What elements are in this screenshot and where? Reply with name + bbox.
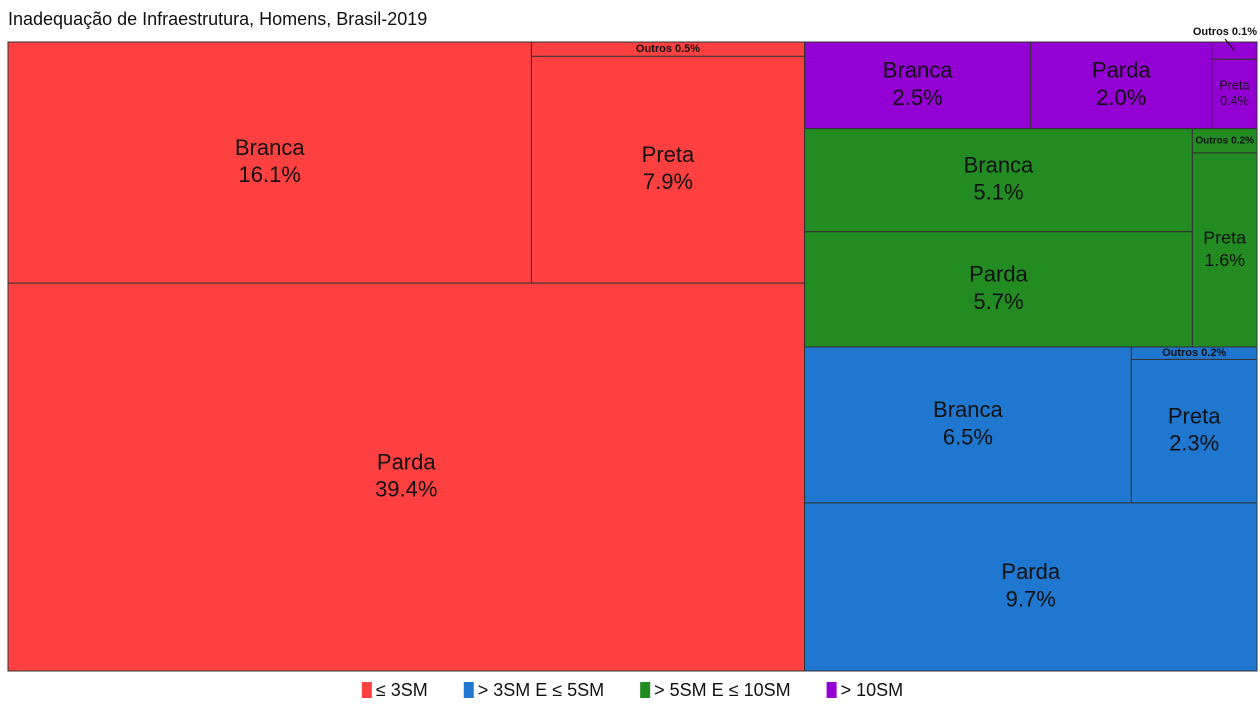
legend: ≤ 3SM > 3SM E ≤ 5SM > 5SM E ≤ 10SM > 10SM — [361, 680, 904, 700]
tile-value: 16.1% — [239, 162, 301, 187]
tile-label: Outros 0.2% — [1195, 135, 1254, 146]
tile-value: 2.3% — [1169, 431, 1219, 456]
legend-swatch — [640, 682, 651, 698]
tile-name: Outros — [636, 43, 672, 55]
tile-name: Branca — [933, 397, 1003, 422]
tile-value: 0.4% — [1220, 94, 1249, 108]
legend-swatch — [826, 682, 837, 698]
tile-name: Branca — [235, 135, 305, 160]
tile-name: Preta — [1168, 403, 1221, 428]
tile-name: Preta — [1203, 228, 1246, 248]
legend-label: > 5SM E ≤ 10SM — [654, 680, 790, 700]
tile-name: Branca — [964, 152, 1034, 177]
tile-value: 0.2% — [1231, 135, 1254, 146]
tile-name: Branca — [883, 57, 953, 82]
tile-value: 0.5% — [675, 43, 700, 55]
legend-label: > 3SM E ≤ 5SM — [478, 680, 604, 700]
tile-value: 5.1% — [973, 180, 1023, 205]
tile — [804, 346, 1132, 504]
tile-name: Outros — [1162, 347, 1198, 359]
legend-swatch — [463, 682, 474, 698]
tile-value: 5.7% — [973, 289, 1023, 314]
tile — [804, 231, 1193, 348]
tile — [7, 41, 532, 284]
tile-name: Parda — [969, 262, 1028, 287]
legend-swatch — [361, 682, 372, 698]
tile — [804, 502, 1258, 672]
tile — [1030, 41, 1213, 130]
leader-line — [1224, 38, 1235, 51]
tile — [1211, 58, 1258, 130]
tile-value: 0.2% — [1201, 347, 1226, 359]
tile-name: Parda — [377, 449, 436, 474]
tile-value: 1.6% — [1204, 250, 1245, 270]
tile — [1191, 152, 1258, 348]
tile-name: Preta — [642, 142, 695, 167]
tile-label: Outros 0.5% — [636, 43, 700, 55]
tile-name: Outros — [1195, 135, 1228, 146]
legend-label: ≤ 3SM — [376, 680, 428, 700]
tile-value: 0.1% — [1232, 26, 1257, 38]
tile-label: Outros 0.2% — [1162, 347, 1226, 359]
tile-name: Preta — [1219, 79, 1249, 93]
chart-title: Inadequação de Infraestrutura, Homens, B… — [8, 9, 427, 29]
tile-value: 2.0% — [1096, 85, 1146, 110]
tile-value: 6.5% — [943, 424, 993, 449]
tile-name: Outros — [1193, 26, 1229, 38]
tile — [804, 128, 1193, 233]
tile-value: 39.4% — [375, 477, 437, 502]
tile-name: Parda — [1092, 57, 1151, 82]
tile — [804, 41, 1032, 130]
legend-label: > 10SM — [841, 680, 904, 700]
tile — [7, 282, 806, 672]
tile — [1211, 41, 1258, 60]
tile-name: Parda — [1001, 559, 1060, 584]
tile-value: 9.7% — [1006, 586, 1056, 611]
tile-value: 2.5% — [893, 85, 943, 110]
tile-label: Outros 0.1% — [1193, 26, 1257, 38]
tile-value: 7.9% — [643, 169, 693, 194]
tile — [1130, 358, 1258, 504]
